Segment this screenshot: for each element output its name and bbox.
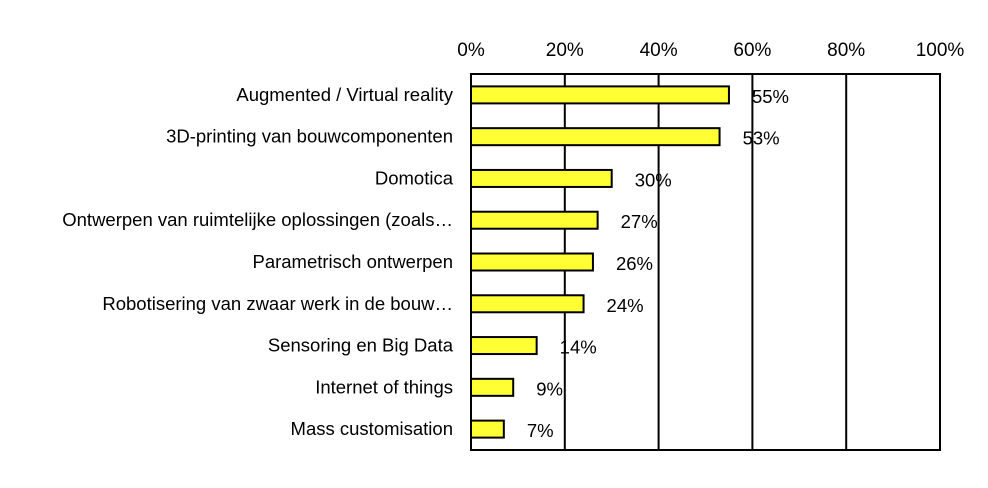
bars bbox=[470, 85, 730, 439]
category-label: Parametrisch ontwerpen bbox=[252, 251, 453, 272]
value-labels: 55% 53% 30% 27% 26% 24% 14% 9% 7% bbox=[527, 86, 789, 441]
x-tick-label: 20% bbox=[546, 40, 584, 61]
value-label: 26% bbox=[616, 253, 653, 274]
value-label: 53% bbox=[743, 128, 780, 149]
category-label: Sensoring en Big Data bbox=[268, 335, 454, 356]
category-label: Robotisering van zwaar werk in de bouw… bbox=[102, 293, 453, 314]
bar bbox=[470, 210, 599, 230]
category-label: Internet of things bbox=[315, 376, 453, 397]
x-axis-tick-labels: 0% 20% 40% 60% 80% 100% bbox=[457, 40, 964, 61]
x-tick-label: 100% bbox=[916, 40, 965, 61]
value-label: 14% bbox=[560, 337, 597, 358]
plot-border bbox=[470, 73, 941, 451]
value-label: 9% bbox=[536, 378, 563, 399]
x-tick-label: 60% bbox=[733, 40, 771, 61]
bar bbox=[470, 336, 538, 356]
bar bbox=[470, 377, 515, 397]
value-label: 24% bbox=[607, 295, 644, 316]
x-tick-label: 40% bbox=[640, 40, 678, 61]
x-tick-label: 80% bbox=[827, 40, 865, 61]
x-tick-label: 0% bbox=[457, 40, 485, 61]
category-label: Domotica bbox=[375, 167, 454, 188]
bar bbox=[470, 127, 721, 147]
category-label: Mass customisation bbox=[291, 418, 453, 439]
bar bbox=[470, 85, 730, 105]
value-label: 7% bbox=[527, 420, 554, 441]
category-labels: Augmented / Virtual reality 3D-printing v… bbox=[62, 84, 453, 439]
category-label: Augmented / Virtual reality bbox=[236, 84, 453, 105]
bar bbox=[470, 294, 585, 314]
category-label: Ontwerpen van ruimtelijke oplossingen (z… bbox=[62, 209, 453, 230]
category-label: 3D-printing van bouwcomponenten bbox=[166, 126, 453, 147]
value-label: 30% bbox=[635, 169, 672, 190]
value-label: 55% bbox=[752, 86, 789, 107]
bar bbox=[470, 168, 613, 188]
bar bbox=[470, 419, 505, 439]
value-label: 27% bbox=[621, 211, 658, 232]
bar bbox=[470, 252, 594, 272]
